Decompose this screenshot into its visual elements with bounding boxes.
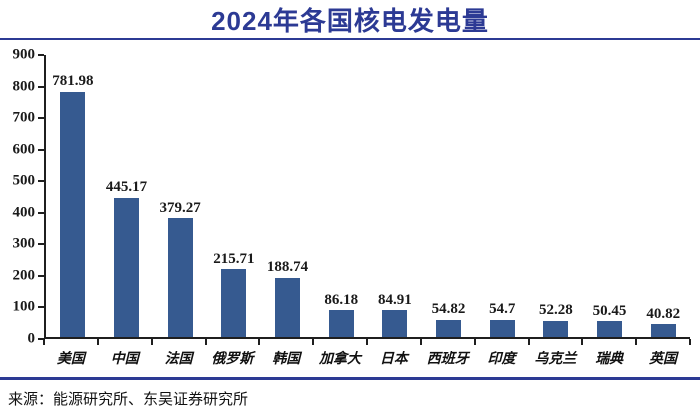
bar-value-label: 54.7	[489, 301, 516, 318]
y-tick-label: 700	[12, 109, 36, 126]
category-label-8: 印度	[487, 352, 516, 367]
category-label-6: 日本	[379, 352, 408, 367]
x-tick-mark	[635, 339, 638, 345]
bar-value-label: 50.45	[592, 302, 627, 319]
bar-value-label: 54.82	[431, 301, 466, 318]
bar-slot-11: 40.82	[636, 55, 690, 337]
category-label-11: 英国	[649, 352, 678, 367]
bar-chart: 0 100 200 300 400 500 600 700 800 900 781.98 445.1…	[0, 47, 700, 346]
category-label-4: 韩国	[272, 352, 301, 367]
bar-4	[275, 277, 301, 337]
bar-value-label: 781.98	[52, 73, 94, 90]
category-label-3: 俄罗斯	[211, 352, 254, 367]
x-tick-mark	[366, 339, 368, 345]
footer-divider	[0, 377, 700, 380]
y-tick-mark	[38, 211, 44, 214]
x-tick-mark	[43, 339, 45, 345]
category-label-7: 西班牙	[426, 352, 469, 367]
bars-row: 781.98 445.17 379.27 215.71 188.74 86.18 84.91…	[46, 55, 690, 337]
x-tick-mark	[581, 339, 584, 345]
y-tick-label: 600	[12, 141, 36, 158]
bar-slot-5: 86.18	[314, 55, 368, 337]
y-tick-label: 300	[12, 235, 36, 252]
bar-value-label: 188.74	[266, 259, 309, 276]
x-tick-mark	[473, 339, 476, 345]
bar-slot-9: 52.28	[529, 55, 583, 337]
y-tick-mark	[38, 85, 44, 88]
y-tick-label: 800	[12, 78, 36, 95]
bar-slot-4: 188.74	[261, 55, 315, 337]
category-label-9: 乌克兰	[534, 352, 577, 367]
bar-11	[650, 324, 676, 337]
y-axis-labels: 0 100 200 300 400 500 600 700 800 900	[0, 47, 44, 346]
x-axis-ticks	[43, 337, 691, 345]
category-label-0: 美国	[56, 352, 85, 367]
bar-7	[436, 319, 462, 337]
x-tick-mark	[96, 339, 99, 345]
x-tick-mark	[312, 339, 315, 345]
x-tick-mark	[419, 339, 422, 345]
title-divider	[0, 38, 700, 40]
bar-slot-8: 54.7	[475, 55, 529, 337]
bar-slot-6: 84.91	[368, 55, 422, 337]
y-tick-mark	[38, 180, 44, 183]
category-label-2: 法国	[164, 352, 193, 367]
bar-value-label: 445.17	[105, 179, 148, 196]
bar-slot-7: 54.82	[422, 55, 476, 337]
bar-8	[489, 319, 515, 337]
source-note: 来源：能源研究所、东吴证券研究所	[8, 391, 249, 408]
bar-slot-1: 445.17	[100, 55, 154, 337]
y-tick-mark	[38, 54, 44, 56]
chart-title: 2024年各国核电发电量	[211, 6, 489, 36]
x-tick-mark	[150, 339, 153, 345]
bar-10	[597, 321, 623, 337]
bar-value-label: 215.71	[213, 250, 255, 267]
bar-value-label: 86.18	[324, 291, 359, 308]
y-tick-label: 400	[12, 204, 36, 221]
y-tick-label: 100	[12, 298, 36, 315]
y-tick-mark	[38, 243, 44, 246]
y-tick-mark	[38, 117, 44, 120]
x-tick-mark	[689, 339, 691, 345]
bar-value-label: 84.91	[377, 291, 412, 308]
bar-1	[114, 197, 139, 337]
bar-slot-2: 379.27	[153, 55, 207, 337]
y-tick-mark	[38, 148, 44, 151]
plot-area: 781.98 445.17 379.27 215.71 188.74 86.18 84.91…	[43, 55, 691, 345]
x-labels-row: 美国 中国 法国 俄罗斯 韩国 加拿大 日本 西班牙 印度 乌克兰 瑞典 英国	[44, 348, 690, 368]
y-tick-label: 200	[12, 267, 36, 284]
y-tick-mark	[38, 274, 44, 277]
bar-9	[543, 320, 569, 337]
category-label-1: 中国	[110, 352, 139, 367]
bar-6	[382, 310, 408, 337]
bar-slot-10: 50.45	[583, 55, 637, 337]
bar-3	[221, 269, 247, 337]
x-tick-mark	[258, 339, 261, 345]
y-tick-label: 500	[12, 172, 36, 189]
bar-0	[60, 91, 86, 337]
y-tick-mark	[38, 338, 44, 340]
category-label-5: 加拿大	[319, 352, 362, 367]
category-label-10: 瑞典	[595, 352, 624, 367]
x-tick-mark	[527, 339, 530, 345]
bar-5	[328, 310, 354, 337]
bar-2	[167, 218, 193, 337]
y-tick-label: 0	[27, 330, 36, 347]
bar-slot-3: 215.71	[207, 55, 261, 337]
bar-value-label: 379.27	[159, 199, 201, 216]
y-tick-mark	[38, 306, 44, 309]
bar-value-label: 40.82	[646, 305, 681, 322]
y-tick-label: 900	[12, 46, 36, 63]
bar-value-label: 52.28	[539, 302, 573, 319]
bar-slot-0: 781.98	[46, 55, 100, 337]
x-tick-mark	[204, 339, 207, 345]
